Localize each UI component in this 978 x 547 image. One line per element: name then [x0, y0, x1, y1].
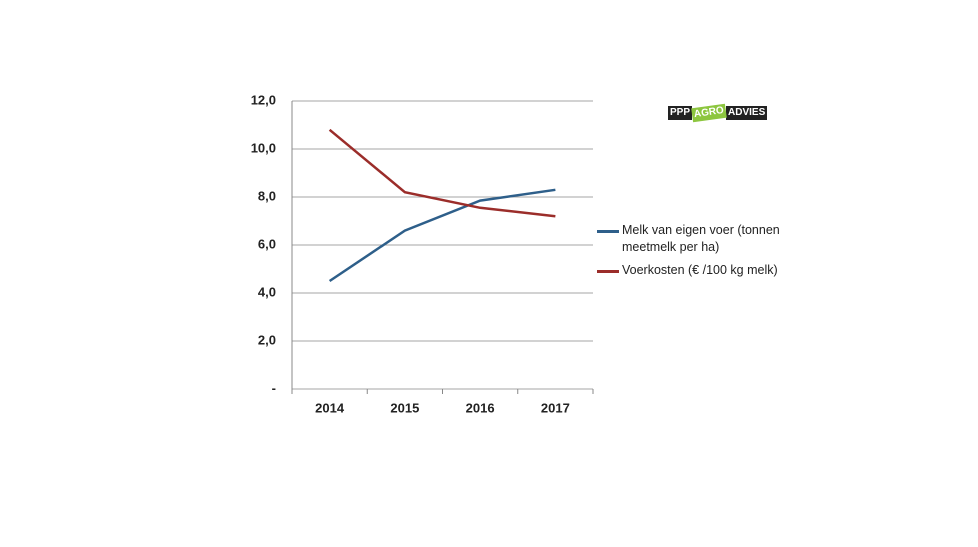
logo-part: PPP	[668, 106, 693, 120]
legend-item: Voerkosten (€ /100 kg melk)	[597, 262, 782, 279]
y-tick-label: 8,0	[258, 188, 276, 203]
x-tick-label: 2017	[541, 400, 570, 415]
x-tick-label: 2016	[466, 400, 495, 415]
y-tick-label: 4,0	[258, 284, 276, 299]
legend-item: Melk van eigen voer (tonnen meetmelk per…	[597, 222, 782, 256]
legend: Melk van eigen voer (tonnen meetmelk per…	[597, 222, 782, 285]
legend-swatch	[597, 230, 619, 233]
series-line	[328, 188, 556, 283]
logo: PPP AGRO ADVIES	[668, 103, 768, 123]
logo-part: AGRO	[691, 103, 727, 123]
logo-part: ADVIES	[726, 106, 768, 120]
x-tick-label: 2015	[390, 400, 419, 415]
y-tick-label: -	[272, 380, 276, 395]
y-tick-label: 6,0	[258, 236, 276, 251]
y-tick-label: 10,0	[251, 140, 276, 155]
y-tick-label: 12,0	[251, 92, 276, 107]
legend-label: Melk van eigen voer (tonnen meetmelk per…	[622, 223, 780, 254]
series-line	[328, 128, 556, 218]
legend-label: Voerkosten (€ /100 kg melk)	[622, 263, 778, 277]
legend-swatch	[597, 270, 619, 273]
x-tick-label: 2014	[315, 400, 345, 415]
y-tick-label: 2,0	[258, 332, 276, 347]
